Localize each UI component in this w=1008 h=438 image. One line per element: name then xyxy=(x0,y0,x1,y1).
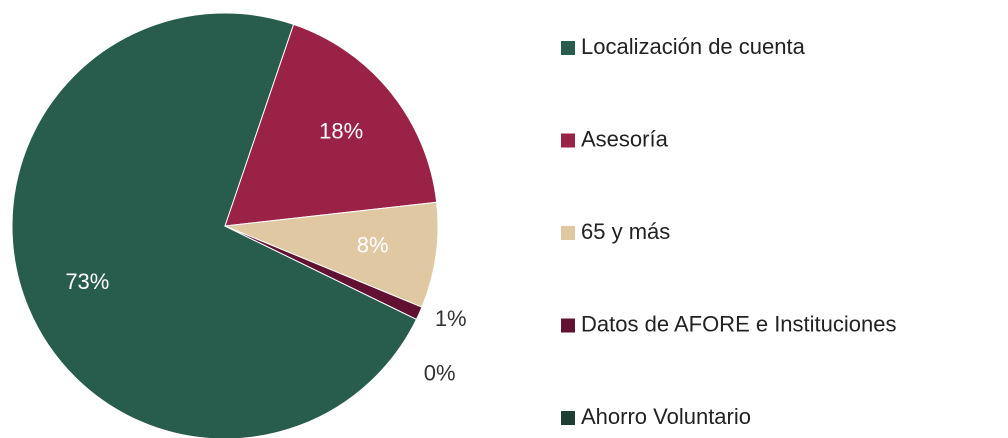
legend-swatch xyxy=(561,318,575,333)
pie-slice xyxy=(225,226,417,320)
data-label: 0% xyxy=(424,361,456,386)
data-label: 73% xyxy=(65,269,109,294)
pie-slice xyxy=(224,225,423,321)
pie-slice xyxy=(224,23,438,227)
pie-slice xyxy=(11,12,418,438)
legend-swatch xyxy=(561,226,575,240)
legend-swatch xyxy=(561,41,575,55)
legend-label: Ahorro Voluntario xyxy=(581,404,751,429)
legend-label: 65 y más xyxy=(581,219,670,244)
legend-label: Asesoría xyxy=(581,126,669,151)
legend-swatch xyxy=(561,411,575,425)
legend-label: Localización de cuenta xyxy=(581,34,806,59)
data-label: 1% xyxy=(435,306,467,331)
pie-slice xyxy=(224,201,439,308)
data-label: 18% xyxy=(319,118,363,143)
legend-label: Datos de AFORE e Instituciones xyxy=(581,311,897,336)
data-label: 8% xyxy=(357,233,389,258)
legend-swatch xyxy=(561,133,575,148)
